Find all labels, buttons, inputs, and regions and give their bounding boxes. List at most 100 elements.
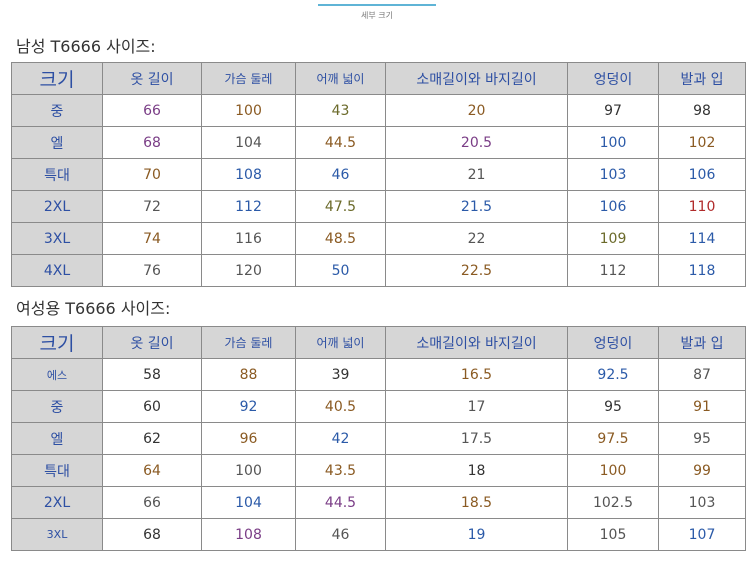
- cell-shoulder: 43.5: [295, 454, 386, 487]
- cell-hip: 92.5: [567, 358, 659, 391]
- cell-foot-mouth: 95: [658, 422, 746, 455]
- cell-foot-mouth: 103: [658, 486, 746, 519]
- cell-foot-mouth: 98: [658, 94, 746, 127]
- header-size: 크기: [11, 326, 103, 359]
- table-row: 엘 68 104 44.5 20.5 100 102: [11, 126, 746, 159]
- cell-sleeve-pants: 17.5: [385, 422, 568, 455]
- cell-sleeve-pants: 22.5: [385, 254, 568, 287]
- cell-sleeve-pants: 20: [385, 94, 568, 127]
- cell-shoulder: 48.5: [295, 222, 386, 255]
- header-chest: 가슴 둘레: [201, 62, 296, 95]
- header-chest: 가슴 둘레: [201, 326, 296, 359]
- cell-shoulder: 46: [295, 518, 386, 551]
- cell-length: 62: [102, 422, 202, 455]
- size-label: 중: [11, 94, 103, 127]
- table-row: 특대 70 108 46 21 103 106: [11, 158, 746, 191]
- size-label: 2XL: [11, 486, 103, 519]
- cell-length: 60: [102, 390, 202, 423]
- table-row: 중 66 100 43 20 97 98: [11, 94, 746, 127]
- cell-length: 66: [102, 94, 202, 127]
- cell-length: 64: [102, 454, 202, 487]
- cell-shoulder: 44.5: [295, 486, 386, 519]
- cell-sleeve-pants: 21.5: [385, 190, 568, 223]
- header-size: 크기: [11, 62, 103, 95]
- header-foot-mouth: 발과 입: [658, 62, 746, 95]
- cell-sleeve-pants: 18: [385, 454, 568, 487]
- men-size-title: 남성 T6666 사이즈:: [16, 37, 156, 56]
- cell-hip: 112: [567, 254, 659, 287]
- cell-sleeve-pants: 17: [385, 390, 568, 423]
- cell-chest: 104: [201, 486, 296, 519]
- cell-chest: 116: [201, 222, 296, 255]
- cell-sleeve-pants: 21: [385, 158, 568, 191]
- cell-foot-mouth: 91: [658, 390, 746, 423]
- size-label: 엘: [11, 422, 103, 455]
- cell-length: 58: [102, 358, 202, 391]
- cell-sleeve-pants: 18.5: [385, 486, 568, 519]
- cell-chest: 96: [201, 422, 296, 455]
- header-shoulder: 어깨 넓이: [295, 326, 386, 359]
- size-label: 2XL: [11, 190, 103, 223]
- table-row: 3XL 74 116 48.5 22 109 114: [11, 222, 746, 255]
- men-header-row: 크기 옷 길이 가슴 둘레 어깨 넓이 소매길이와 바지길이 엉덩이 발과 입: [11, 62, 746, 95]
- size-label: 특대: [11, 454, 103, 487]
- cell-hip: 106: [567, 190, 659, 223]
- header-shoulder: 어깨 넓이: [295, 62, 386, 95]
- women-size-title: 여성용 T6666 사이즈:: [16, 299, 171, 318]
- cell-hip: 102.5: [567, 486, 659, 519]
- size-label: 중: [11, 390, 103, 423]
- header-sleeve-pants: 소매길이와 바지길이: [385, 62, 568, 95]
- header-length: 옷 길이: [102, 326, 202, 359]
- cell-length: 72: [102, 190, 202, 223]
- cell-shoulder: 43: [295, 94, 386, 127]
- cell-hip: 109: [567, 222, 659, 255]
- cell-chest: 120: [201, 254, 296, 287]
- cell-foot-mouth: 87: [658, 358, 746, 391]
- cell-chest: 104: [201, 126, 296, 159]
- cell-shoulder: 42: [295, 422, 386, 455]
- size-label: 특대: [11, 158, 103, 191]
- table-row: 특대 64 100 43.5 18 100 99: [11, 454, 746, 487]
- men-size-table: 크기 옷 길이 가슴 둘레 어깨 넓이 소매길이와 바지길이 엉덩이 발과 입 …: [11, 62, 746, 287]
- header-hip: 엉덩이: [567, 326, 659, 359]
- table-row: 2XL 72 112 47.5 21.5 106 110: [11, 190, 746, 223]
- cell-foot-mouth: 118: [658, 254, 746, 287]
- header-hip: 엉덩이: [567, 62, 659, 95]
- header-length: 옷 길이: [102, 62, 202, 95]
- cell-length: 74: [102, 222, 202, 255]
- women-header-row: 크기 옷 길이 가슴 둘레 어깨 넓이 소매길이와 바지길이 엉덩이 발과 입: [11, 326, 746, 359]
- cell-chest: 88: [201, 358, 296, 391]
- cell-chest: 108: [201, 158, 296, 191]
- cell-shoulder: 39: [295, 358, 386, 391]
- size-label: 3XL: [11, 518, 103, 551]
- detail-size-tab[interactable]: 세부 크기: [318, 4, 436, 24]
- cell-hip: 100: [567, 126, 659, 159]
- cell-shoulder: 44.5: [295, 126, 386, 159]
- cell-foot-mouth: 99: [658, 454, 746, 487]
- cell-foot-mouth: 114: [658, 222, 746, 255]
- cell-sleeve-pants: 22: [385, 222, 568, 255]
- cell-shoulder: 46: [295, 158, 386, 191]
- cell-length: 66: [102, 486, 202, 519]
- size-label: 3XL: [11, 222, 103, 255]
- cell-shoulder: 40.5: [295, 390, 386, 423]
- women-size-table: 크기 옷 길이 가슴 둘레 어깨 넓이 소매길이와 바지길이 엉덩이 발과 입 …: [11, 326, 746, 551]
- cell-hip: 97: [567, 94, 659, 127]
- cell-hip: 103: [567, 158, 659, 191]
- size-label: 4XL: [11, 254, 103, 287]
- cell-length: 68: [102, 126, 202, 159]
- table-row: 2XL 66 104 44.5 18.5 102.5 103: [11, 486, 746, 519]
- cell-hip: 105: [567, 518, 659, 551]
- header-sleeve-pants: 소매길이와 바지길이: [385, 326, 568, 359]
- cell-shoulder: 50: [295, 254, 386, 287]
- table-row: 4XL 76 120 50 22.5 112 118: [11, 254, 746, 287]
- cell-hip: 95: [567, 390, 659, 423]
- cell-sleeve-pants: 20.5: [385, 126, 568, 159]
- cell-foot-mouth: 106: [658, 158, 746, 191]
- cell-foot-mouth: 110: [658, 190, 746, 223]
- cell-sleeve-pants: 16.5: [385, 358, 568, 391]
- cell-hip: 97.5: [567, 422, 659, 455]
- table-row: 엘 62 96 42 17.5 97.5 95: [11, 422, 746, 455]
- cell-length: 76: [102, 254, 202, 287]
- cell-sleeve-pants: 19: [385, 518, 568, 551]
